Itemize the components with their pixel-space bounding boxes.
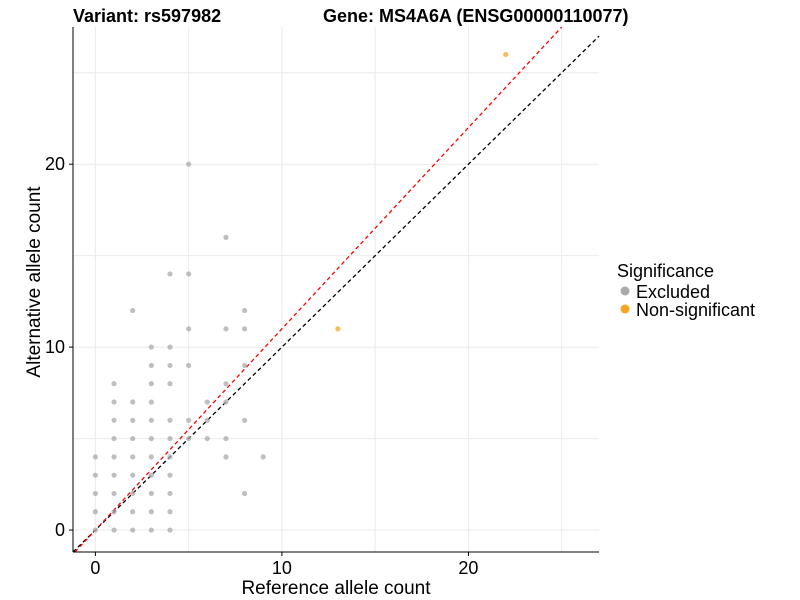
point-excluded xyxy=(148,527,154,533)
x-axis-label: Reference allele count xyxy=(241,578,431,599)
point-excluded xyxy=(111,527,117,533)
point-excluded xyxy=(148,399,154,405)
point-excluded xyxy=(167,417,173,423)
point-excluded xyxy=(242,490,248,497)
point-excluded xyxy=(111,472,117,478)
point-excluded xyxy=(148,417,154,423)
point-excluded xyxy=(111,381,117,387)
y-tick-label: 10 xyxy=(45,337,65,357)
point-excluded xyxy=(223,381,229,387)
point-excluded xyxy=(167,490,173,497)
point-excluded xyxy=(167,344,173,350)
point-excluded xyxy=(167,527,173,533)
point-excluded xyxy=(111,454,117,460)
point-excluded xyxy=(204,399,210,405)
legend: Significance Excluded Non-significant xyxy=(617,261,755,320)
chart-title-variant: Variant: rs597982 xyxy=(73,6,221,26)
reference-line-fit xyxy=(74,26,563,553)
grid xyxy=(73,27,599,552)
point-excluded xyxy=(223,435,229,442)
point-excluded xyxy=(242,417,248,423)
legend-swatch-non-significant xyxy=(620,304,630,314)
point-excluded xyxy=(148,344,154,350)
point-excluded xyxy=(130,435,136,442)
point-excluded xyxy=(130,509,136,515)
point-excluded xyxy=(111,435,117,442)
point-excluded xyxy=(130,490,136,497)
reference-lines xyxy=(72,26,600,553)
point-excluded xyxy=(186,271,192,277)
reference-line-identity xyxy=(72,35,600,553)
point-excluded xyxy=(148,509,154,515)
legend-swatch-excluded xyxy=(620,286,630,296)
point-excluded xyxy=(92,490,98,497)
point-non-significant xyxy=(503,51,509,58)
point-excluded xyxy=(242,362,248,369)
point-excluded xyxy=(148,454,154,460)
y-tick-label: 20 xyxy=(45,154,65,174)
point-excluded xyxy=(130,307,136,314)
point-excluded xyxy=(167,362,173,369)
legend-label-excluded: Excluded xyxy=(636,282,710,302)
point-excluded xyxy=(130,417,136,423)
x-tick-label: 0 xyxy=(90,558,100,578)
point-excluded xyxy=(186,435,192,442)
point-excluded xyxy=(167,509,173,515)
tick-labels: 0 10 20 0 10 20 xyxy=(45,154,478,578)
point-excluded xyxy=(167,454,173,460)
point-excluded xyxy=(223,234,229,240)
chart-title-gene: Gene: MS4A6A (ENSG00000110077) xyxy=(323,6,629,26)
point-excluded xyxy=(223,399,229,405)
point-excluded xyxy=(148,435,154,442)
point-excluded xyxy=(186,161,192,167)
x-tick-label: 20 xyxy=(458,558,478,578)
point-excluded xyxy=(242,326,248,332)
y-tick-label: 0 xyxy=(55,520,65,540)
point-excluded xyxy=(130,399,136,405)
point-excluded xyxy=(111,490,117,497)
point-excluded xyxy=(204,417,210,423)
point-excluded xyxy=(223,454,229,460)
x-tick-label: 10 xyxy=(272,558,292,578)
point-excluded xyxy=(242,307,248,314)
point-excluded xyxy=(167,271,173,277)
point-excluded xyxy=(130,527,136,533)
point-excluded xyxy=(260,454,266,460)
point-excluded xyxy=(111,509,117,515)
point-excluded xyxy=(92,509,98,515)
legend-label-non-significant: Non-significant xyxy=(636,300,755,320)
point-excluded xyxy=(167,472,173,478)
point-excluded xyxy=(111,417,117,423)
point-excluded xyxy=(204,435,210,442)
point-excluded xyxy=(148,490,154,497)
point-excluded xyxy=(186,362,192,369)
axes xyxy=(69,27,599,556)
point-excluded xyxy=(92,527,98,533)
point-excluded xyxy=(111,399,117,405)
point-excluded xyxy=(223,326,229,332)
point-excluded xyxy=(167,435,173,442)
point-excluded xyxy=(148,472,154,478)
point-excluded xyxy=(167,381,173,387)
y-axis-label: Alternative allele count xyxy=(24,186,45,378)
data-points xyxy=(92,51,509,533)
point-excluded xyxy=(92,472,98,478)
point-non-significant xyxy=(335,326,341,332)
point-excluded xyxy=(186,326,192,332)
point-excluded xyxy=(92,454,98,460)
point-excluded xyxy=(148,381,154,387)
point-excluded xyxy=(130,454,136,460)
legend-title: Significance xyxy=(617,261,714,281)
point-excluded xyxy=(186,417,192,423)
point-excluded xyxy=(130,472,136,478)
point-excluded xyxy=(148,362,154,369)
